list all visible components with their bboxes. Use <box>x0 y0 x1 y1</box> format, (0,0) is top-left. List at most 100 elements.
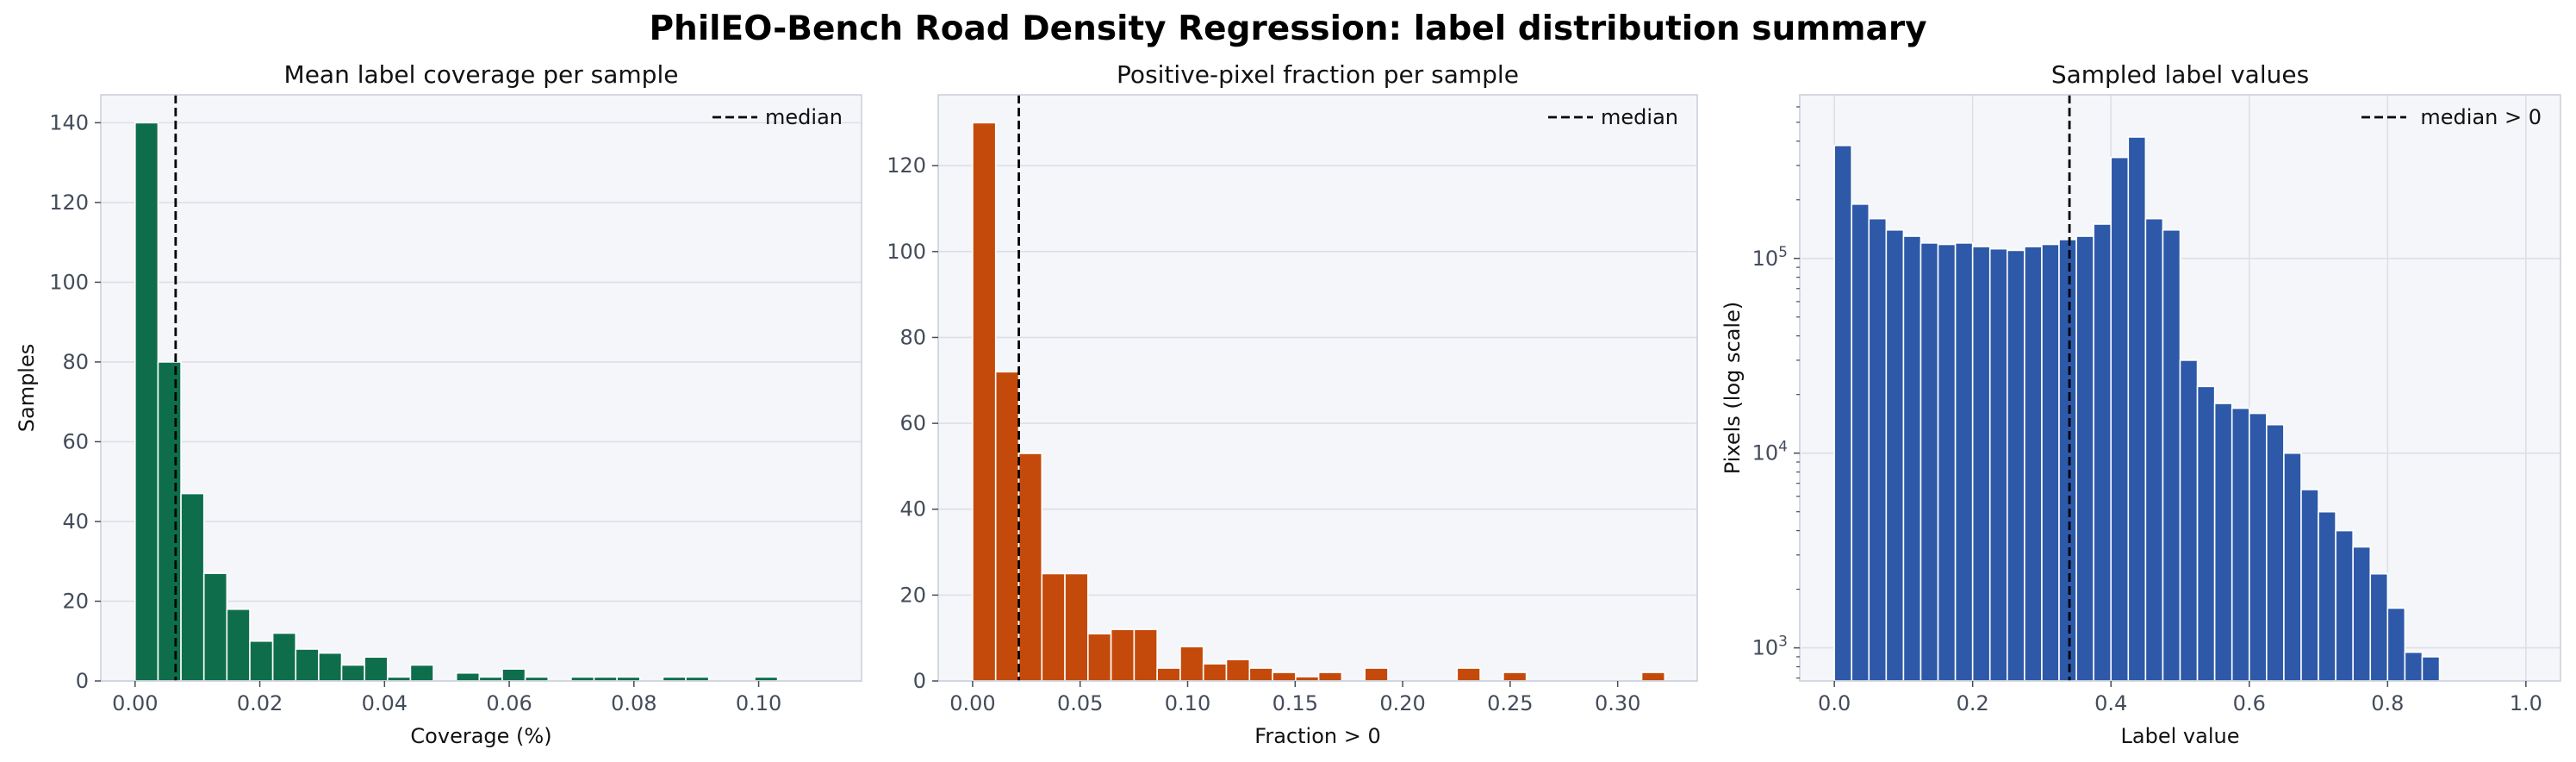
histogram-bar <box>1064 572 1089 682</box>
histogram-bar <box>1971 246 1991 682</box>
histogram-bar <box>1988 247 2008 682</box>
histogram-bar <box>271 632 297 682</box>
histogram-bar <box>1225 659 1251 682</box>
histogram-bar <box>1110 628 1136 682</box>
histogram-bar <box>1017 453 1043 682</box>
y-tick-label: 20 <box>899 583 926 607</box>
histogram-bar <box>2318 510 2336 682</box>
histogram-bar <box>2075 235 2094 682</box>
histogram-bar <box>1364 667 1389 682</box>
x-tick-label: 0.30 <box>1595 691 1640 715</box>
histogram-bar <box>226 608 251 682</box>
histogram-bar <box>340 664 365 682</box>
histogram-bar <box>249 640 274 682</box>
y-tick-label: 60 <box>899 411 926 435</box>
x-tick-label: 0.0 <box>1818 691 1851 715</box>
x-tick-label: 0.05 <box>1057 691 1103 715</box>
x-tick-label: 0.02 <box>237 691 283 715</box>
panel-title: Positive-pixel fraction per sample <box>1117 60 1519 89</box>
histogram-bar <box>2335 529 2354 682</box>
histogram-bar <box>2213 403 2233 682</box>
histogram-bar <box>2300 489 2319 682</box>
histogram-bar <box>2266 423 2285 682</box>
histogram-bar <box>2352 546 2372 682</box>
histogram-bar <box>2058 239 2077 682</box>
panel-title: Sampled label values <box>2051 60 2309 89</box>
tick-base: 10 <box>1752 441 1779 465</box>
x-axis-label: Coverage (%) <box>410 724 551 748</box>
histogram-bar <box>1640 671 1666 682</box>
histogram-bar <box>2231 407 2250 682</box>
histogram-bar <box>1833 144 1853 682</box>
y-tick-label: 40 <box>899 497 926 522</box>
histogram-bar <box>1133 628 1158 682</box>
histogram-bar <box>1954 242 1974 682</box>
histogram-bar <box>2110 156 2130 682</box>
histogram-bar <box>2093 223 2112 682</box>
histogram-bar <box>1902 235 1922 682</box>
histogram-bar <box>409 664 434 682</box>
histogram-bar <box>1920 242 1939 682</box>
panel-mean-coverage: 0.00 0.02 0.04 0.06 0.08 0.10 0 20 40 60 80 100 120 1… <box>15 60 862 748</box>
histogram-bar <box>1885 228 1905 682</box>
figure-title: PhilEO-Bench Road Density Regression: la… <box>649 9 1926 48</box>
histogram-bar <box>2127 136 2147 682</box>
histogram-bar <box>2369 572 2389 682</box>
histogram-bar <box>1503 671 1528 682</box>
histogram-bar <box>2179 359 2199 682</box>
x-tick-label: 0.04 <box>362 691 408 715</box>
histogram-bar <box>1937 243 1957 682</box>
histogram-bar <box>1456 667 1481 682</box>
panel-title: Mean label coverage per sample <box>284 60 679 89</box>
histogram-bar <box>1202 663 1228 682</box>
y-tick-label: 20 <box>62 589 89 613</box>
x-tick-label: 0.4 <box>2094 691 2127 715</box>
x-tick-label: 0.20 <box>1379 691 1425 715</box>
x-tick-label: 0.10 <box>1165 691 1210 715</box>
x-tick-label: 0.00 <box>949 691 995 715</box>
y-tick-label: 103 <box>1752 634 1788 660</box>
legend-label: median <box>765 105 843 129</box>
histogram-bar <box>318 652 343 682</box>
histogram-bar <box>1156 667 1181 682</box>
histogram-bar <box>2162 228 2181 682</box>
histogram-bar <box>2196 385 2216 682</box>
y-tick-label: 100 <box>887 240 926 264</box>
y-tick-label: 60 <box>62 429 89 453</box>
histogram-bar <box>2041 243 2060 682</box>
x-tick-label: 0.2 <box>1957 691 1989 715</box>
histogram-bar <box>1179 646 1204 682</box>
legend-label: median <box>1601 105 1678 129</box>
histogram-bar <box>180 492 205 682</box>
histogram-bar <box>2144 217 2164 682</box>
histogram-bar <box>1041 572 1066 682</box>
histogram-bar <box>1851 203 1870 682</box>
y-axis-label: Pixels (log scale) <box>1720 302 1745 474</box>
histogram-bar <box>364 656 389 682</box>
histogram-bar <box>455 671 481 682</box>
histogram-bar <box>2404 651 2424 682</box>
legend-label: median > 0 <box>2420 105 2542 129</box>
x-tick-label: 0.06 <box>486 691 532 715</box>
histogram-bar <box>2024 246 2043 682</box>
histogram-bar <box>134 122 159 682</box>
x-axis-label: Fraction > 0 <box>1254 724 1380 748</box>
y-axis-label: Samples <box>15 344 39 433</box>
tick-base: 10 <box>1752 636 1779 660</box>
plot-frame <box>1799 94 2561 682</box>
histogram-bar <box>1248 667 1273 682</box>
x-tick-label: 0.8 <box>2371 691 2404 715</box>
histogram-bar <box>1317 671 1343 682</box>
histogram-bar <box>2283 452 2302 682</box>
tick-exponent: 3 <box>1778 634 1788 651</box>
x-tick-label: 0.15 <box>1272 691 1318 715</box>
plot-frame <box>100 94 862 682</box>
histogram-bar <box>295 648 320 682</box>
tick-base: 10 <box>1752 247 1779 271</box>
tick-exponent: 4 <box>1778 439 1788 456</box>
tick-exponent: 5 <box>1778 244 1788 261</box>
histogram-bar <box>2421 656 2441 682</box>
x-tick-label: 0.6 <box>2233 691 2266 715</box>
y-tick-label: 100 <box>49 270 89 294</box>
